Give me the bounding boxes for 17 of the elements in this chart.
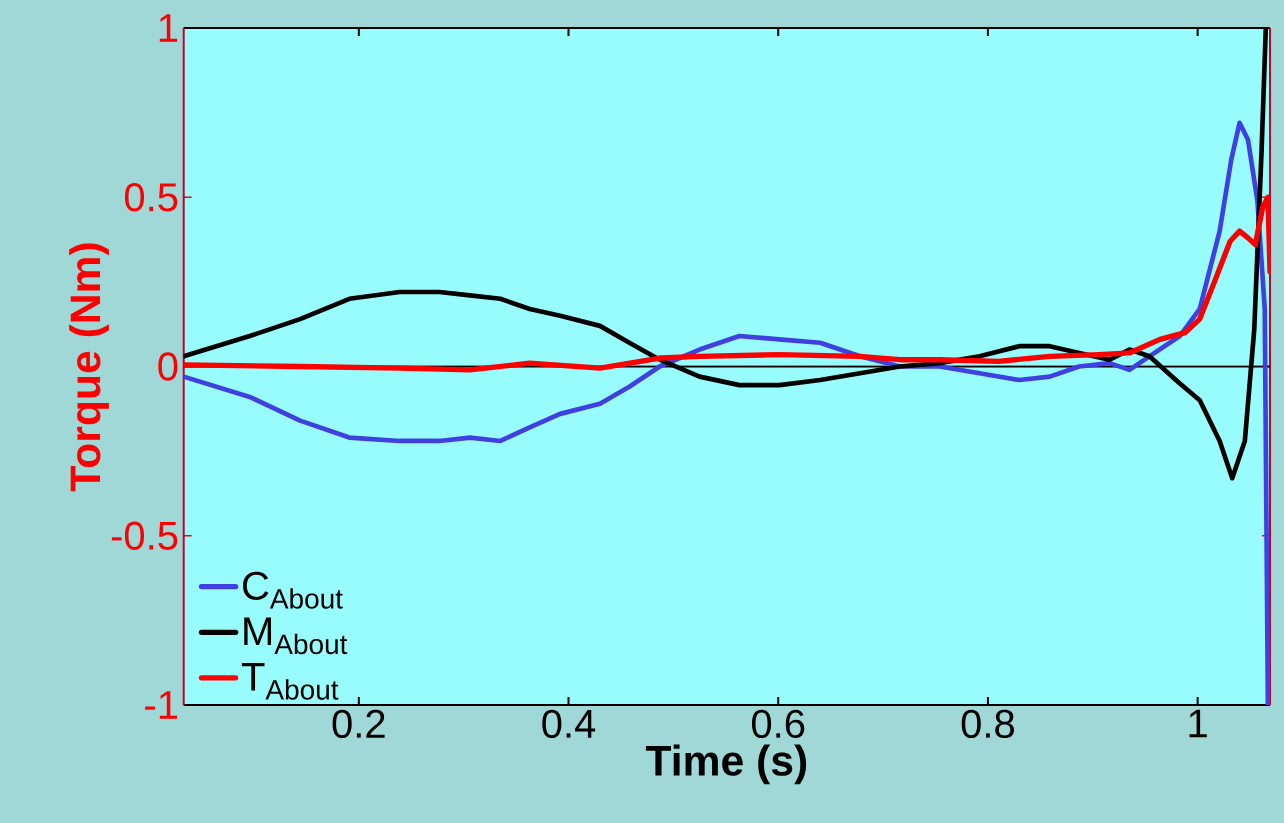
x-tick-label: 0.4 — [542, 709, 596, 739]
x-axis-title: Time (s) — [645, 744, 807, 785]
x-tick-label: 0.6 — [751, 709, 805, 739]
y-tick-label: -1 — [145, 691, 178, 719]
legend-label: M$_{About}$ — [244, 617, 348, 655]
y-tick-label: 1 — [159, 14, 178, 42]
y-tick-label: -0.5 — [111, 521, 178, 550]
y-tick-label: 0 — [158, 352, 178, 381]
y-axis-title: Torque (Nm) — [69, 243, 109, 492]
x-tick-label: 0.2 — [332, 709, 385, 739]
line-series — [183, 27, 1269, 481]
y-tick-label: 0.5 — [124, 183, 178, 212]
legend-label: T$_{About}$ — [241, 663, 339, 700]
legend-label: C$_{About}$ — [243, 571, 343, 609]
x-tick-label: 1 — [1189, 709, 1207, 738]
x-tick-label: 0.8 — [961, 709, 1014, 739]
line-series — [183, 120, 1270, 705]
